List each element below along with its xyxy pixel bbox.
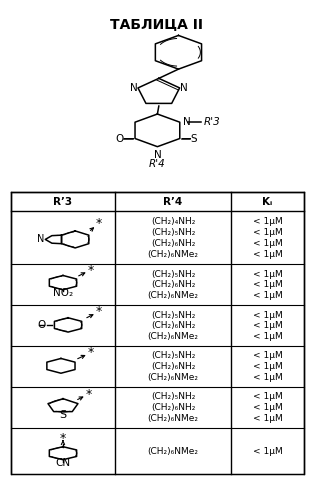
Text: < 1μM: < 1μM: [253, 332, 282, 341]
Text: N: N: [37, 235, 44, 245]
Text: *: *: [95, 217, 102, 230]
Text: *: *: [85, 388, 91, 401]
Text: (CH₂)₆NH₂: (CH₂)₆NH₂: [151, 280, 195, 289]
Text: < 1μM: < 1μM: [253, 362, 282, 371]
Text: N: N: [154, 150, 161, 160]
Text: < 1μM: < 1μM: [253, 239, 282, 248]
Text: (CH₂)₆NMe₂: (CH₂)₆NMe₂: [148, 373, 198, 382]
Text: (CH₂)₆NH₂: (CH₂)₆NH₂: [151, 362, 195, 371]
Text: (CH₂)₆NH₂: (CH₂)₆NH₂: [151, 321, 195, 330]
Text: N: N: [130, 83, 138, 93]
Text: (CH₂)₆NMe₂: (CH₂)₆NMe₂: [148, 332, 198, 341]
Text: (CH₂)₅NH₂: (CH₂)₅NH₂: [151, 351, 195, 360]
Bar: [11, 192, 304, 474]
Text: < 1μM: < 1μM: [253, 250, 282, 259]
Text: (CH₂)₅NH₂: (CH₂)₅NH₂: [151, 228, 195, 237]
Text: (CH₂)₅NH₂: (CH₂)₅NH₂: [151, 310, 195, 319]
Text: R’4: R’4: [163, 197, 183, 207]
Text: S: S: [59, 410, 66, 420]
Text: (CH₂)₆NH₂: (CH₂)₆NH₂: [151, 239, 195, 248]
Text: (CH₂)₆NH₂: (CH₂)₆NH₂: [151, 403, 195, 412]
Text: < 1μM: < 1μM: [253, 280, 282, 289]
Text: (CH₂)₆NMe₂: (CH₂)₆NMe₂: [148, 291, 198, 300]
Text: N: N: [183, 117, 190, 127]
Text: *: *: [95, 305, 102, 318]
Text: N: N: [180, 83, 188, 93]
Text: (CH₂)₅NH₂: (CH₂)₅NH₂: [151, 392, 195, 401]
Text: (CH₂)₆NMe₂: (CH₂)₆NMe₂: [148, 414, 198, 423]
Text: *: *: [60, 432, 66, 445]
Text: < 1μM: < 1μM: [253, 414, 282, 423]
Text: < 1μM: < 1μM: [253, 392, 282, 401]
Text: (CH₂)₅NH₂: (CH₂)₅NH₂: [151, 269, 195, 278]
Text: *: *: [87, 346, 94, 359]
Text: R’3: R’3: [53, 197, 72, 207]
Text: < 1μM: < 1μM: [253, 228, 282, 237]
Text: R'3: R'3: [204, 117, 220, 127]
Text: < 1μM: < 1μM: [253, 217, 282, 226]
Text: S: S: [191, 134, 197, 144]
Text: CN: CN: [56, 458, 71, 468]
Text: < 1μM: < 1μM: [253, 321, 282, 330]
Text: NO₂: NO₂: [53, 288, 73, 298]
Text: (CH₂)₆NMe₂: (CH₂)₆NMe₂: [148, 250, 198, 259]
Text: < 1μM: < 1μM: [253, 403, 282, 412]
Text: ТАБЛИЦА II: ТАБЛИЦА II: [110, 17, 202, 31]
Text: < 1μM: < 1μM: [253, 447, 282, 456]
Text: (CH₂)₄NH₂: (CH₂)₄NH₂: [151, 217, 195, 226]
Text: < 1μM: < 1μM: [253, 291, 282, 300]
Text: R'4: R'4: [149, 160, 166, 170]
Text: (CH₂)₆NMe₂: (CH₂)₆NMe₂: [148, 447, 198, 456]
Text: < 1μM: < 1μM: [253, 269, 282, 278]
Text: O: O: [115, 134, 124, 144]
Text: O: O: [38, 320, 46, 330]
Text: *: *: [87, 263, 94, 276]
Text: < 1μM: < 1μM: [253, 310, 282, 319]
Text: < 1μM: < 1μM: [253, 351, 282, 360]
Text: Kᵢ: Kᵢ: [262, 197, 273, 207]
Text: < 1μM: < 1μM: [253, 373, 282, 382]
